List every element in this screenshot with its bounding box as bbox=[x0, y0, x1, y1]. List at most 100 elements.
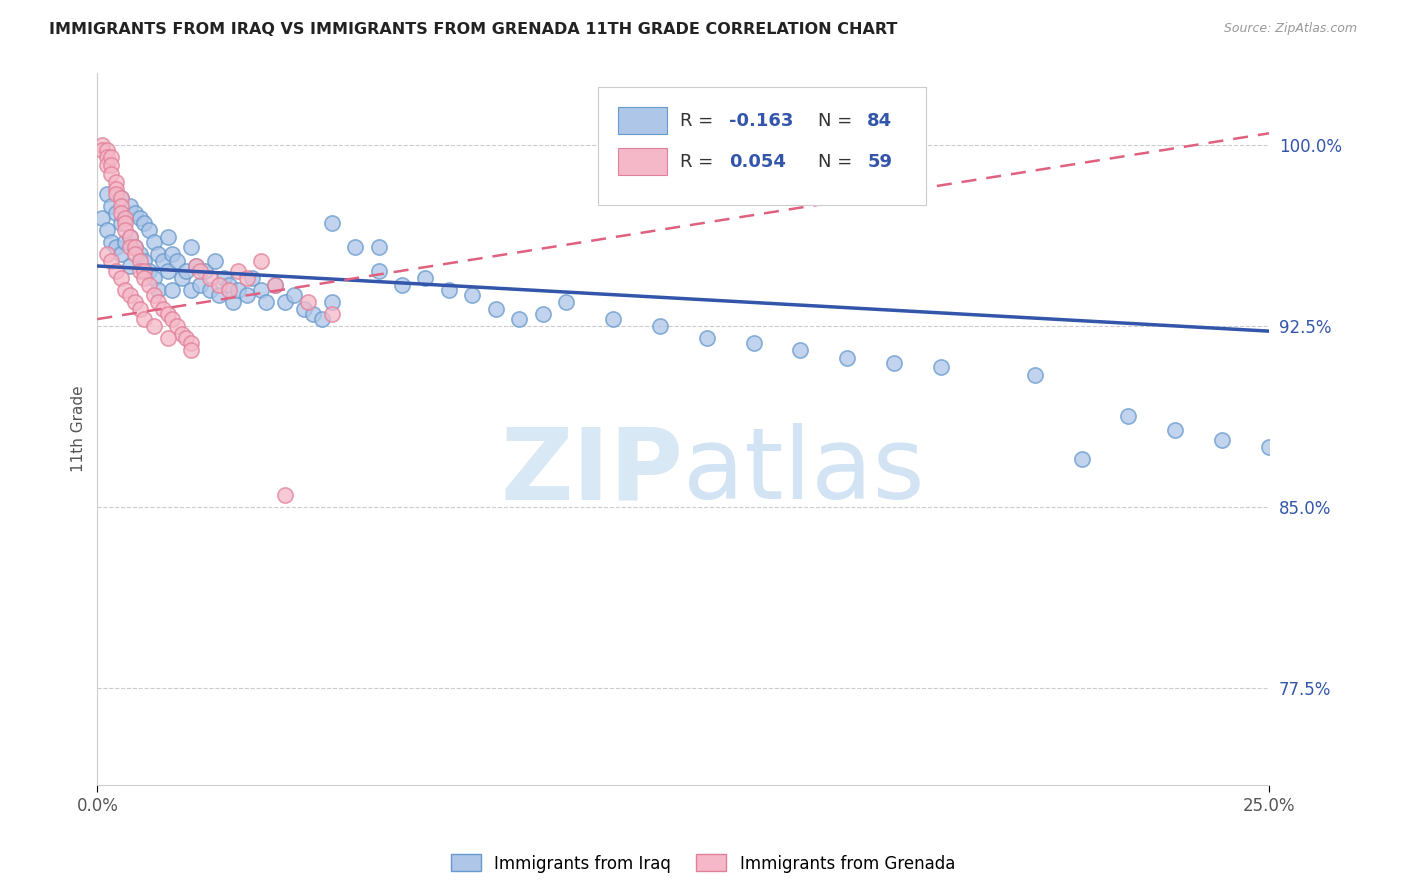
Point bbox=[367, 264, 389, 278]
Point bbox=[180, 240, 202, 254]
Point bbox=[302, 307, 325, 321]
Point bbox=[1118, 409, 1140, 423]
Text: Source: ZipAtlas.com: Source: ZipAtlas.com bbox=[1223, 22, 1357, 36]
Point bbox=[218, 278, 240, 293]
Point bbox=[837, 351, 859, 365]
Point bbox=[134, 264, 156, 278]
Point bbox=[240, 271, 263, 285]
Point bbox=[100, 235, 122, 249]
Point bbox=[162, 247, 184, 261]
Text: 59: 59 bbox=[868, 153, 893, 171]
Point bbox=[100, 167, 122, 181]
Point bbox=[142, 288, 165, 302]
Point bbox=[96, 186, 118, 201]
Point bbox=[204, 254, 226, 268]
Point bbox=[148, 283, 170, 297]
Point bbox=[321, 216, 343, 230]
Point bbox=[208, 278, 231, 293]
Point bbox=[344, 240, 367, 254]
Point bbox=[124, 247, 146, 261]
Point bbox=[128, 211, 150, 225]
Point bbox=[166, 319, 188, 334]
Point bbox=[321, 295, 343, 310]
Point bbox=[226, 264, 249, 278]
Point bbox=[602, 312, 624, 326]
Point bbox=[134, 216, 156, 230]
Point bbox=[156, 331, 179, 345]
Point bbox=[170, 326, 193, 341]
Point bbox=[250, 283, 273, 297]
Point bbox=[176, 331, 198, 345]
Text: atlas: atlas bbox=[683, 423, 925, 520]
Point bbox=[124, 240, 146, 254]
Point bbox=[100, 150, 122, 164]
Point bbox=[292, 302, 315, 317]
Point bbox=[508, 312, 530, 326]
Point bbox=[461, 288, 484, 302]
Point bbox=[128, 302, 150, 317]
Point bbox=[138, 223, 160, 237]
Point bbox=[114, 211, 136, 225]
Text: N =: N = bbox=[818, 153, 858, 171]
Point bbox=[124, 240, 146, 254]
Point bbox=[218, 283, 240, 297]
Point bbox=[162, 312, 184, 326]
Point bbox=[437, 283, 460, 297]
Point bbox=[648, 319, 671, 334]
Point bbox=[114, 235, 136, 249]
Point bbox=[100, 254, 122, 268]
Point bbox=[105, 206, 128, 220]
Point bbox=[254, 295, 277, 310]
Point bbox=[142, 235, 165, 249]
Point bbox=[883, 355, 905, 369]
FancyBboxPatch shape bbox=[617, 148, 666, 176]
Point bbox=[929, 360, 952, 375]
Point bbox=[190, 264, 212, 278]
Point bbox=[110, 247, 132, 261]
Point bbox=[110, 191, 132, 205]
Point bbox=[208, 288, 231, 302]
Point bbox=[226, 283, 249, 297]
Point bbox=[110, 271, 132, 285]
Text: 84: 84 bbox=[868, 112, 893, 129]
Point bbox=[124, 206, 146, 220]
Point bbox=[1024, 368, 1046, 382]
Point bbox=[156, 264, 179, 278]
Point bbox=[114, 216, 136, 230]
Point bbox=[105, 264, 128, 278]
Point bbox=[96, 247, 118, 261]
Text: ZIP: ZIP bbox=[501, 423, 683, 520]
Point bbox=[198, 283, 221, 297]
Point bbox=[128, 254, 150, 268]
Point bbox=[96, 150, 118, 164]
Point bbox=[156, 307, 179, 321]
Point bbox=[176, 264, 198, 278]
Text: IMMIGRANTS FROM IRAQ VS IMMIGRANTS FROM GRENADA 11TH GRADE CORRELATION CHART: IMMIGRANTS FROM IRAQ VS IMMIGRANTS FROM … bbox=[49, 22, 897, 37]
Legend: Immigrants from Iraq, Immigrants from Grenada: Immigrants from Iraq, Immigrants from Gr… bbox=[444, 847, 962, 880]
Point bbox=[198, 271, 221, 285]
Point bbox=[180, 343, 202, 358]
Point bbox=[105, 186, 128, 201]
Point bbox=[311, 312, 333, 326]
Point bbox=[194, 264, 217, 278]
Point bbox=[134, 271, 156, 285]
Point bbox=[555, 295, 578, 310]
Point bbox=[415, 271, 437, 285]
Point bbox=[91, 138, 114, 153]
Point bbox=[142, 271, 165, 285]
Point bbox=[274, 295, 297, 310]
Point bbox=[128, 264, 150, 278]
Point bbox=[110, 191, 132, 205]
Point bbox=[190, 278, 212, 293]
Point bbox=[120, 230, 142, 244]
Point bbox=[696, 331, 718, 345]
Point bbox=[742, 336, 765, 351]
Point bbox=[274, 488, 297, 502]
Point bbox=[789, 343, 811, 358]
Y-axis label: 11th Grade: 11th Grade bbox=[72, 385, 86, 472]
Point bbox=[134, 312, 156, 326]
FancyBboxPatch shape bbox=[598, 87, 925, 204]
Point bbox=[156, 230, 179, 244]
Point bbox=[148, 247, 170, 261]
Point bbox=[236, 288, 259, 302]
